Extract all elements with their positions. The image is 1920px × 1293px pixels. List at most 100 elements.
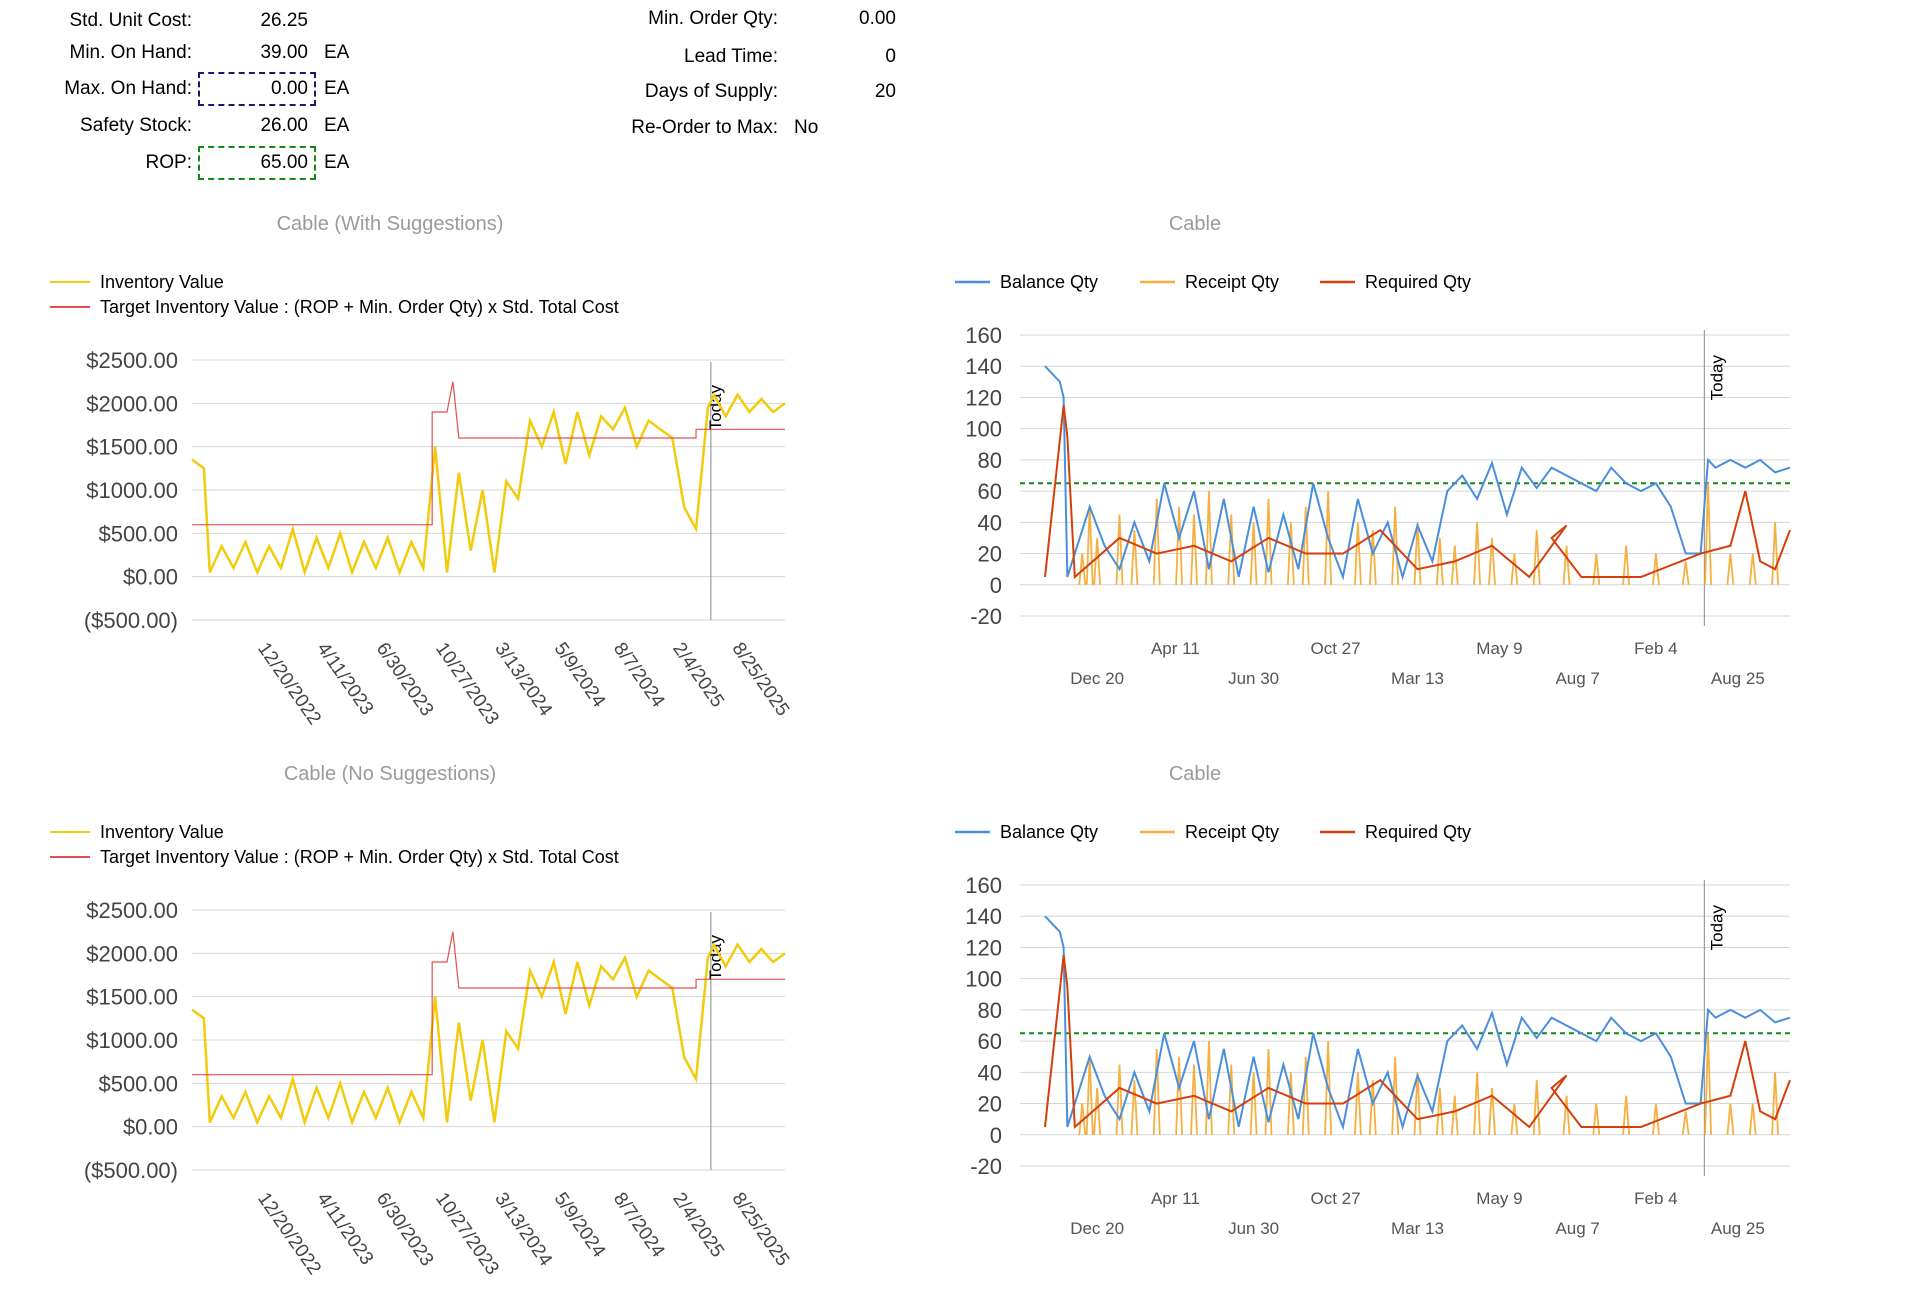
receipt-qty-spike (1264, 1048, 1273, 1135)
y-tick-label: 40 (978, 1060, 1002, 1085)
x-tick-label: Aug 7 (1555, 1219, 1599, 1238)
y-tick-label: -20 (970, 604, 1002, 629)
required-qty-line (1044, 405, 1791, 580)
y-tick-label: 60 (978, 479, 1002, 504)
y-tick-label: 20 (978, 542, 1002, 567)
param-label: ROP: (145, 152, 192, 173)
y-tick-label: ($500.00) (84, 608, 178, 633)
receipt-qty-spike (1562, 545, 1571, 585)
y-tick-label: 0 (990, 573, 1002, 598)
x-tick-label: 2/4/2025 (668, 639, 728, 712)
x-tick-label: 8/7/2024 (609, 639, 669, 712)
receipt-qty-spike (1748, 553, 1757, 585)
legend-label: Target Inventory Value : (ROP + Min. Ord… (100, 297, 619, 317)
y-tick-label: $1500.00 (86, 435, 178, 460)
max-on-hand-highlight-box (198, 72, 316, 106)
param-label: Days of Supply: (644, 81, 778, 102)
y-tick-label: $2000.00 (86, 941, 178, 966)
target-inventory-value-line (192, 931, 785, 1076)
required-qty-line (1044, 955, 1791, 1130)
receipt-qty-spike (1592, 1103, 1601, 1135)
x-tick-label: Aug 25 (1711, 1219, 1765, 1238)
receipt-qty-spike (1681, 561, 1690, 585)
receipt-qty-spike (1368, 530, 1377, 585)
receipt-qty-spike (1301, 506, 1310, 585)
receipt-qty-spike (1115, 514, 1124, 585)
receipt-qty-spike (1562, 1095, 1571, 1135)
receipt-qty-spike (1510, 1103, 1519, 1135)
inventory-value-chart-with-suggestions: Cable (With Suggestions) Inventory Value T… (50, 213, 794, 725)
param-label: Re-Order to Max: (631, 117, 778, 138)
y-tick-label: 80 (978, 448, 1002, 473)
receipt-qty-spike (1726, 1103, 1735, 1135)
y-tick-label: $2500.00 (86, 348, 178, 373)
x-tick-label: 8/7/2024 (609, 1189, 669, 1262)
receipt-qty-spike (1093, 1087, 1102, 1135)
receipt-qty-spike (1249, 1072, 1258, 1135)
x-tick-label: 2/4/2025 (668, 1189, 728, 1262)
receipt-qty-spike (1264, 498, 1273, 585)
receipt-qty-spike (1488, 1087, 1496, 1135)
today-label: Today (706, 935, 725, 981)
receipt-qty-spike (1532, 530, 1541, 585)
receipt-qty-spike (1748, 1103, 1757, 1135)
receipt-qty-spike (1152, 498, 1161, 585)
receipt-qty-spike (1085, 1056, 1094, 1135)
receipt-qty-spike (1652, 1103, 1660, 1135)
today-label: Today (1707, 905, 1726, 951)
param-value: 65.00 (260, 152, 308, 173)
chart-title: Cable (With Suggestions) (277, 213, 504, 235)
param-value: 0.00 (859, 8, 896, 29)
y-tick-label: 100 (965, 417, 1002, 442)
x-tick-label: Apr 11 (1151, 639, 1200, 658)
receipt-qty-spike (1190, 1064, 1198, 1135)
x-tick-label: 6/30/2023 (372, 639, 438, 720)
param-label: Min. Order Qty: (648, 8, 778, 29)
y-tick-label: $0.00 (123, 1115, 178, 1140)
x-tick-label: May 9 (1476, 639, 1522, 658)
receipt-qty-spike (1085, 506, 1094, 585)
x-tick-label: Mar 13 (1391, 669, 1444, 688)
y-tick-label: 60 (978, 1029, 1002, 1054)
param-unit: EA (324, 42, 350, 63)
quantity-chart-with-suggestions: Cable Balance Qty Receipt Qty Required Qty 1… (955, 213, 1791, 688)
receipt-qty-spike (1510, 553, 1519, 585)
inventory-value-chart-no-suggestions: Cable (No Suggestions) Inventory Value Tar… (50, 763, 794, 1275)
param-label: Safety Stock: (80, 115, 192, 136)
y-tick-label: -20 (970, 1154, 1002, 1179)
y-tick-label: 80 (978, 998, 1002, 1023)
x-tick-label: 4/11/2023 (312, 639, 377, 719)
receipt-qty-spike (1130, 530, 1139, 585)
param-value: 26.00 (260, 115, 308, 136)
x-tick-label: Aug 25 (1711, 669, 1765, 688)
param-label: Lead Time: (684, 46, 778, 67)
receipt-qty-spike (1435, 537, 1444, 585)
param-value: 0 (885, 46, 896, 67)
param-value: No (794, 117, 819, 138)
quantity-chart-no-suggestions: Cable Balance Qty Receipt Qty Required Qty 1… (955, 763, 1791, 1238)
y-tick-label: $2500.00 (86, 898, 178, 923)
x-tick-label: Feb 4 (1634, 639, 1677, 658)
balance-qty-line (1044, 915, 1791, 1131)
y-tick-label: $0.00 (123, 565, 178, 590)
x-tick-label: Apr 11 (1151, 1189, 1200, 1208)
x-tick-label: 4/11/2023 (312, 1189, 377, 1269)
x-tick-label: Jun 30 (1228, 1219, 1279, 1238)
receipt-qty-spike (1726, 553, 1735, 585)
receipt-qty-spike (1205, 491, 1213, 585)
x-tick-label: 8/25/2025 (728, 639, 794, 720)
y-tick-label: $1000.00 (86, 478, 178, 503)
legend-label: Receipt Qty (1185, 272, 1279, 292)
x-tick-label: 8/25/2025 (728, 1189, 794, 1270)
rop-highlight-box (198, 146, 316, 180)
y-tick-label: $1500.00 (86, 985, 178, 1010)
param-value: 0.00 (271, 78, 308, 99)
y-tick-label: $500.00 (98, 1071, 178, 1096)
today-label: Today (706, 385, 725, 431)
receipt-qty-spike (1450, 545, 1459, 585)
x-tick-label: May 9 (1476, 1189, 1522, 1208)
param-unit: EA (324, 115, 350, 136)
receipt-qty-spike (1450, 1095, 1459, 1135)
receipt-qty-spike (1190, 514, 1198, 585)
x-tick-label: Oct 27 (1311, 1189, 1361, 1208)
